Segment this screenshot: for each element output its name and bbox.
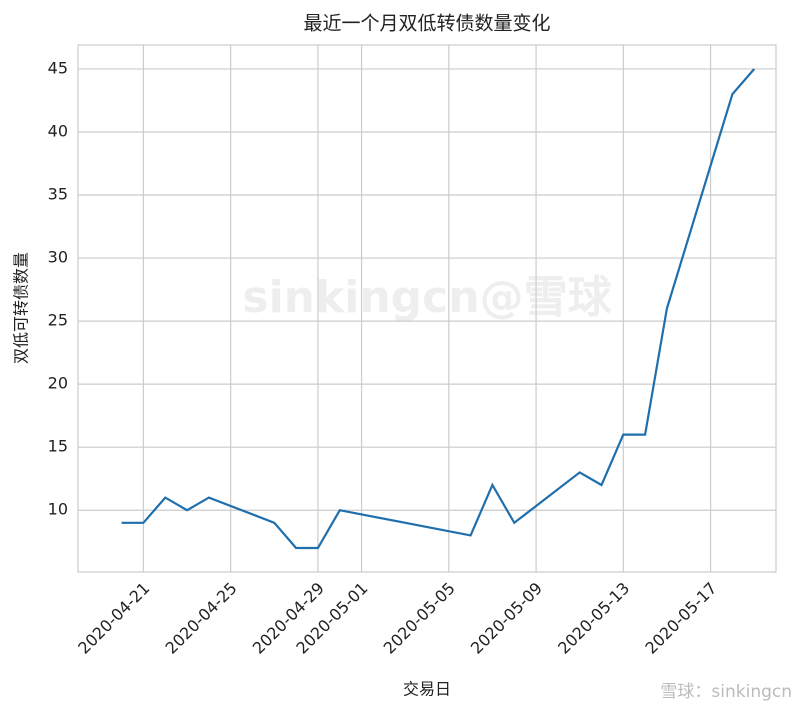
x-tick-label: 2020-05-05: [380, 579, 459, 658]
y-tick-label: 45: [48, 58, 68, 77]
x-tick-label: 2020-05-09: [467, 579, 546, 658]
x-axis-label: 交易日: [403, 680, 451, 699]
y-tick-label: 20: [48, 374, 68, 393]
y-tick-label: 25: [48, 311, 68, 330]
y-tick-label: 15: [48, 437, 68, 456]
y-tick-label: 10: [48, 500, 68, 519]
x-tick-label: 2020-04-25: [162, 579, 241, 658]
chart-title: 最近一个月双低转债数量变化: [303, 13, 550, 35]
x-tick-label: 2020-05-13: [554, 579, 633, 658]
x-tick-label: 2020-05-17: [641, 579, 720, 658]
x-tick-label: 2020-04-21: [74, 579, 153, 658]
y-tick-label: 40: [48, 121, 68, 140]
y-axis-label: 双低可转债数量: [12, 252, 31, 364]
watermark: sinkingcn@雪球: [242, 272, 612, 323]
plot-frame: [77, 44, 777, 573]
footer-watermark: 雪球：sinkingcn: [660, 682, 792, 702]
y-tick-label: 35: [48, 185, 68, 204]
y-tick-label: 30: [48, 248, 68, 267]
data-line: [121, 68, 756, 550]
